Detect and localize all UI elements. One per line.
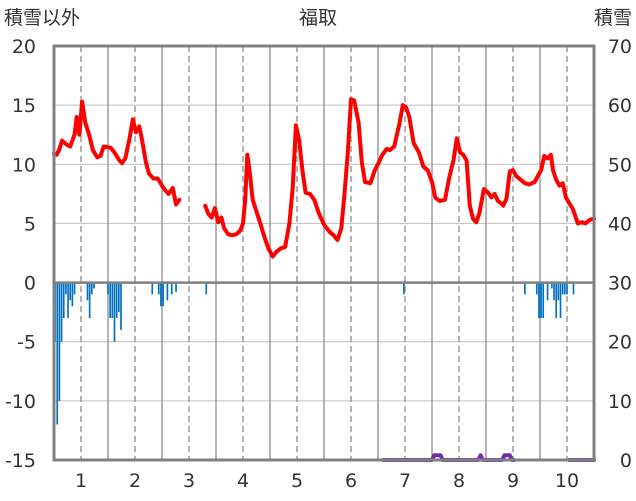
bar [90, 282, 93, 295]
bar [572, 282, 575, 295]
left-tick-label: -15 [5, 450, 36, 472]
bar [561, 282, 564, 295]
series-line [203, 97, 596, 259]
bar [524, 282, 526, 295]
bar [107, 282, 109, 295]
x-tick-label: 4 [237, 470, 249, 492]
x-tick-label: 3 [183, 470, 195, 492]
bar [403, 282, 405, 295]
left-tick-label: -10 [5, 391, 36, 413]
right-tick-label: 50 [608, 154, 632, 176]
right-tick-label: 20 [608, 332, 632, 354]
grid [54, 46, 595, 460]
left-tick-label: 5 [24, 213, 36, 235]
bar [542, 282, 545, 319]
x-tick-label: 8 [453, 470, 465, 492]
x-axis-ticks: 1 2 3 4 5 6 7 8 9 10 [75, 470, 579, 492]
left-tick-label: 0 [24, 273, 36, 295]
bar [538, 282, 540, 319]
bar [117, 282, 120, 313]
bar [56, 282, 59, 425]
bar [113, 282, 116, 342]
right-tick-label: 60 [608, 95, 632, 117]
bar [157, 282, 160, 295]
bar [115, 282, 118, 319]
bar [109, 282, 111, 319]
bar [111, 282, 114, 319]
bar [71, 282, 74, 307]
right-tick-label: 10 [608, 391, 632, 413]
chart-title: 福取 [299, 7, 337, 29]
right-tick-label: 0 [620, 450, 632, 472]
bar [86, 282, 89, 301]
bar [60, 282, 63, 342]
series-line [52, 99, 182, 207]
bar [175, 282, 177, 293]
bar [553, 282, 555, 301]
bar [162, 282, 164, 307]
bar [555, 282, 558, 319]
plot-frame [52, 44, 596, 462]
bar [62, 282, 65, 319]
right-tick-label: 40 [608, 213, 632, 235]
bar [73, 282, 76, 295]
bar [58, 282, 61, 401]
bar [205, 282, 208, 295]
series-line [381, 453, 517, 462]
left-tick-label: 10 [12, 154, 36, 176]
x-tick-label: 9 [507, 470, 519, 492]
right-tick-label: 30 [608, 273, 632, 295]
bar [559, 282, 562, 319]
bar [540, 282, 542, 319]
right-tick-label: 70 [608, 36, 632, 58]
bar [93, 282, 95, 289]
bar [551, 282, 553, 289]
bar [69, 282, 72, 301]
left-axis-label: 積雪以外 [4, 7, 80, 29]
bar [160, 282, 162, 307]
bar [566, 282, 568, 295]
bar [65, 282, 67, 295]
bar [557, 282, 560, 301]
left-axis-ticks: -15 -10 -5 0 5 10 15 20 [5, 36, 36, 472]
bar-series [54, 282, 575, 425]
bar [166, 282, 169, 301]
right-axis-ticks: 0 10 20 30 40 50 60 70 [608, 36, 632, 472]
x-tick-label: 5 [291, 470, 303, 492]
bar [151, 282, 154, 295]
x-tick-label: 6 [345, 470, 357, 492]
left-tick-label: 20 [12, 36, 36, 58]
bar [546, 282, 549, 301]
bar [88, 282, 91, 319]
x-tick-label: 7 [399, 470, 411, 492]
x-tick-label: 10 [555, 470, 579, 492]
x-tick-label: 2 [129, 470, 141, 492]
x-tick-label: 1 [75, 470, 87, 492]
bar [535, 282, 538, 295]
bar [120, 282, 122, 330]
bar [67, 282, 69, 319]
left-tick-label: -5 [17, 332, 36, 354]
left-tick-label: 15 [12, 95, 36, 117]
bar [564, 282, 566, 295]
right-axis-label: 積雪 [594, 7, 632, 29]
bar [170, 282, 173, 295]
